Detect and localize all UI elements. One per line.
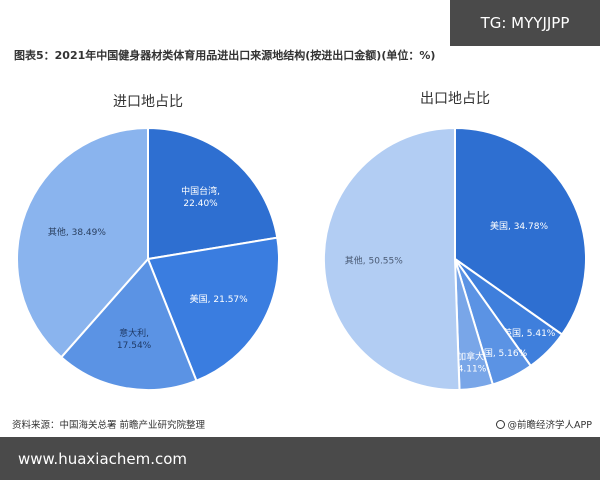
pie-label-1-0: 美国, 34.78% [490,219,548,231]
pie-slice-0-3 [16,126,149,359]
pie-slice-0-0 [147,126,279,261]
pie-slice-0-1 [146,236,280,383]
pie-label-0-3: 其他, 38.49% [48,226,106,238]
watermark-url: www.huaxiachem.com [18,449,188,468]
pie-slice-0-2 [59,257,198,391]
figure-title: 图表5：2021年中国健身器材类体育用品进出口来源地结构(按进出口金额)(单位：… [14,49,436,62]
pie-title-1: 出口地占比 [420,91,490,107]
pie-label-0-1: 美国, 21.57% [190,293,248,305]
source-note: 资料来源：中国海关总署 前瞻产业研究院整理 [12,420,206,431]
pie-slice-1-0 [454,126,587,336]
pie-label-1-1: 英国, 5.41% [503,327,556,339]
pie-label-0-2: 意大利, 17.54% [117,327,152,351]
app-credit: @前瞻经济学人APP [495,417,592,431]
pie-label-1-4: 其他, 50.55% [345,254,403,266]
pie-title-0: 进口地占比 [113,94,183,110]
app-credit-text: @前瞻经济学人APP [507,420,592,431]
app-logo-icon [495,419,505,429]
pie-label-1-3: 加拿大, 4.11% [457,350,487,374]
watermark-url-bar: www.huaxiachem.com [0,437,600,480]
pie-slice-1-4 [322,126,461,391]
tg-badge: TG: MYYJJPP [450,0,600,46]
pie-label-1-2: 德国, 5.16% [475,347,528,359]
pie-label-0-0: 中国台湾, 22.40% [181,185,220,209]
